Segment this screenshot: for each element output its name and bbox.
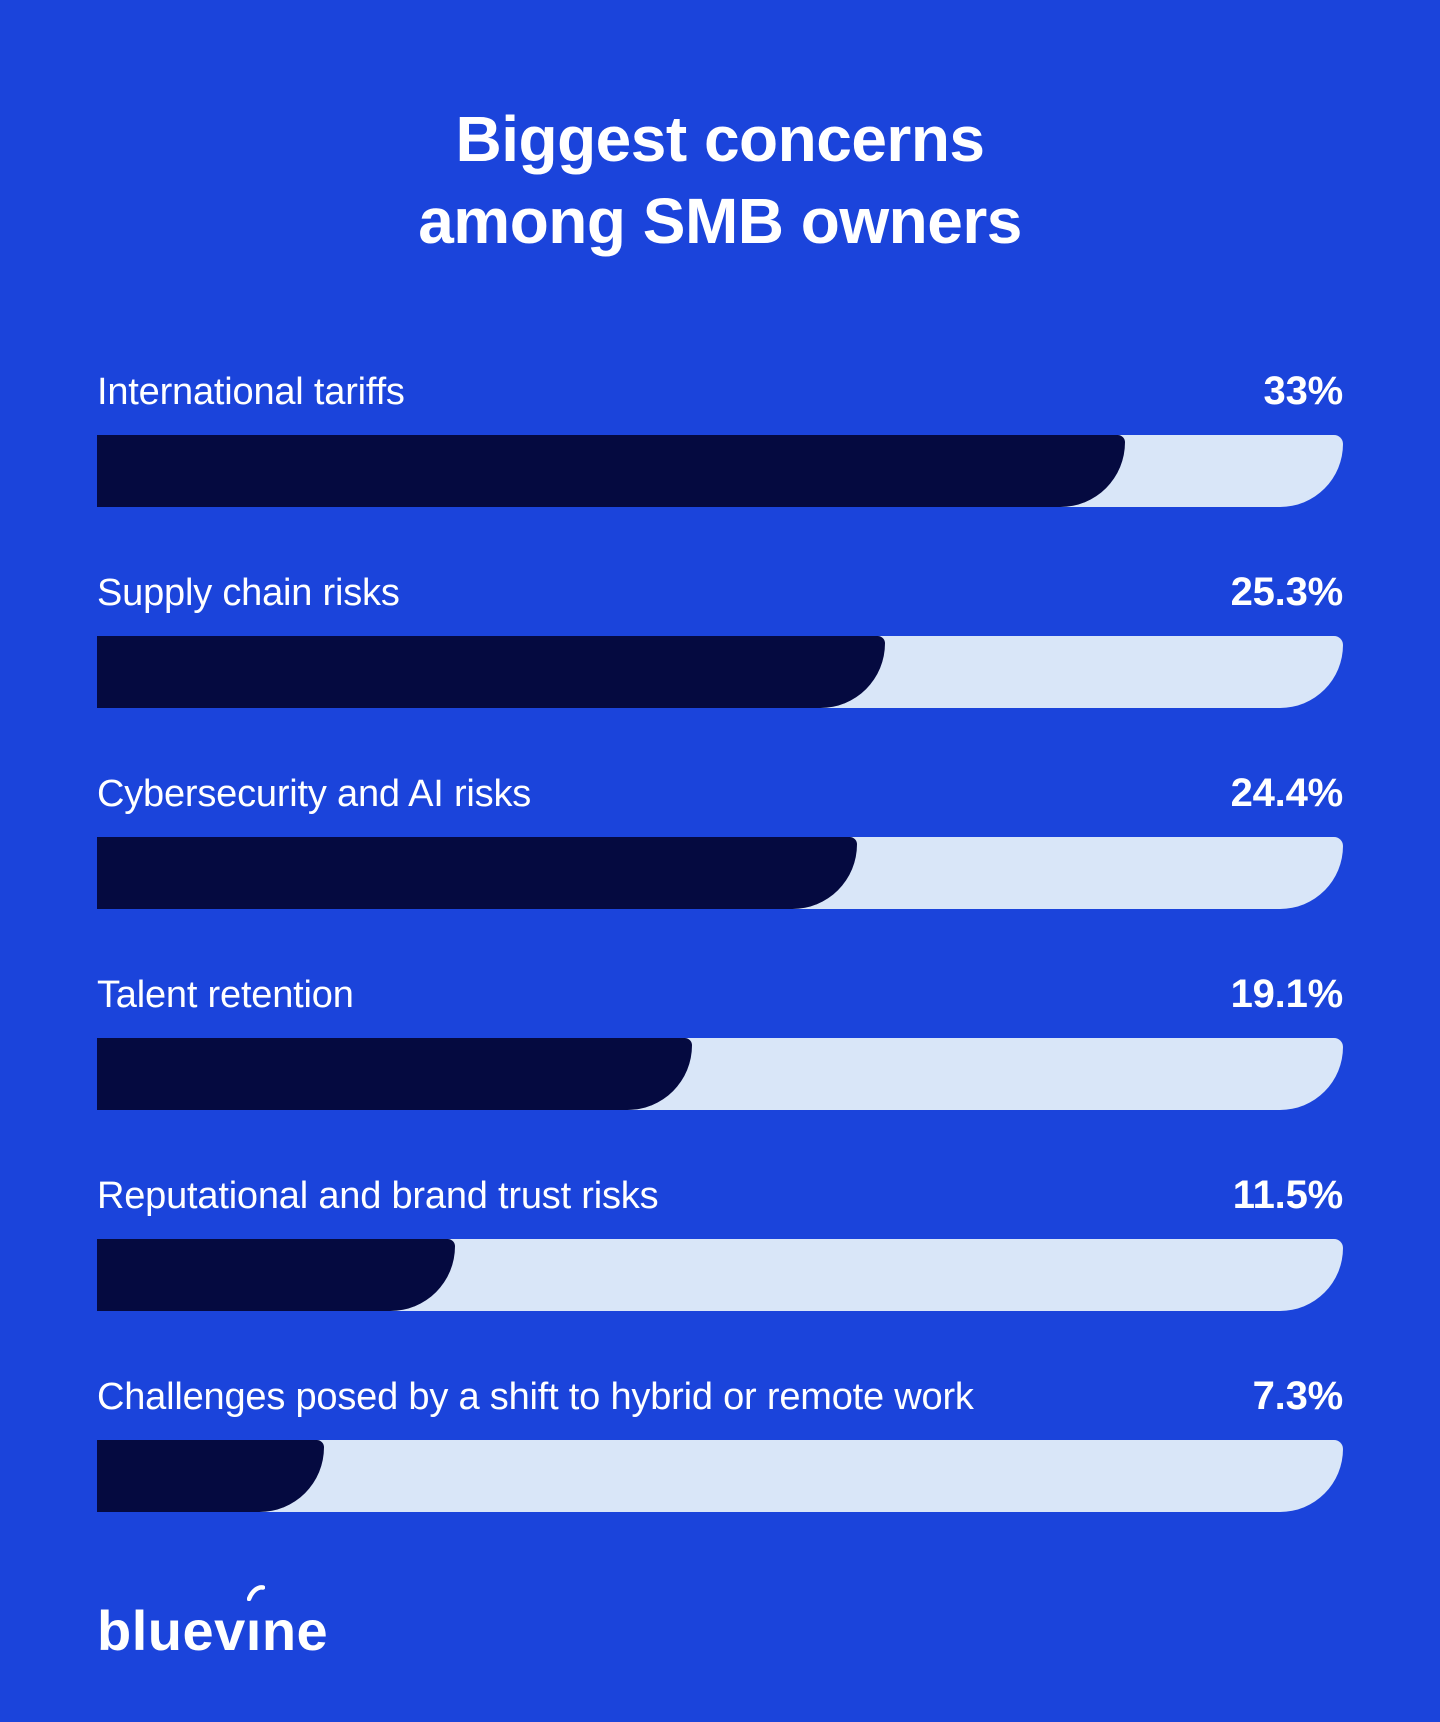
bar-track xyxy=(97,435,1343,507)
bar-row-head: Supply chain risks 25.3% xyxy=(97,569,1343,616)
bar-row-head: Talent retention 19.1% xyxy=(97,971,1343,1018)
bar-row-head: Challenges posed by a shift to hybrid or… xyxy=(97,1373,1343,1420)
bar-label: International tariffs xyxy=(97,371,405,413)
bar-row: International tariffs 33% xyxy=(97,368,1343,507)
bar-value: 24.4% xyxy=(1230,771,1344,815)
bar-fill xyxy=(97,1239,456,1311)
chart-title-line-1: Biggest concerns xyxy=(455,103,985,175)
bar-value: 25.3% xyxy=(1230,570,1344,614)
bar-row: Challenges posed by a shift to hybrid or… xyxy=(97,1373,1343,1512)
bar-fill xyxy=(97,837,858,909)
brand-logo: bluev ı ne xyxy=(97,1585,1343,1663)
bar-row-head: International tariffs 33% xyxy=(97,368,1343,415)
bar-fill xyxy=(97,435,1125,507)
bar-row-head: Cybersecurity and AI risks 24.4% xyxy=(97,770,1343,817)
bar-row: Supply chain risks 25.3% xyxy=(97,569,1343,708)
brand-logo-text-before: bluev xyxy=(97,1599,246,1662)
bar-value: 7.3% xyxy=(1252,1374,1344,1418)
bar-label: Cybersecurity and AI risks xyxy=(97,773,532,815)
bar-value: 33% xyxy=(1263,369,1344,413)
bar-label: Talent retention xyxy=(97,974,354,1016)
vine-accent-icon xyxy=(246,1585,265,1601)
bar-fill xyxy=(97,1038,692,1110)
bar-value: 11.5% xyxy=(1232,1173,1343,1217)
bar-row: Talent retention 19.1% xyxy=(97,971,1343,1110)
bar-row: Reputational and brand trust risks 11.5% xyxy=(97,1172,1343,1311)
bar-fill xyxy=(97,1440,325,1512)
brand-logo-i: ı xyxy=(246,1585,265,1663)
bar-track xyxy=(97,837,1343,909)
chart-title: Biggest concerns among SMB owners xyxy=(97,0,1343,262)
bar-label: Reputational and brand trust risks xyxy=(97,1175,659,1217)
chart-title-line-2: among SMB owners xyxy=(418,185,1022,257)
bar-label: Challenges posed by a shift to hybrid or… xyxy=(97,1376,974,1418)
bar-rows: International tariffs 33% Supply chain r… xyxy=(97,368,1343,1512)
brand-logo-text-after: ne xyxy=(261,1599,329,1662)
bar-track xyxy=(97,1038,1343,1110)
bar-fill xyxy=(97,636,886,708)
bar-track xyxy=(97,1440,1343,1512)
bar-value: 19.1% xyxy=(1230,972,1344,1016)
bar-row: Cybersecurity and AI risks 24.4% xyxy=(97,770,1343,909)
bar-track xyxy=(97,1239,1343,1311)
bar-track xyxy=(97,636,1343,708)
bar-row-head: Reputational and brand trust risks 11.5% xyxy=(97,1172,1343,1219)
bar-label: Supply chain risks xyxy=(97,572,400,614)
